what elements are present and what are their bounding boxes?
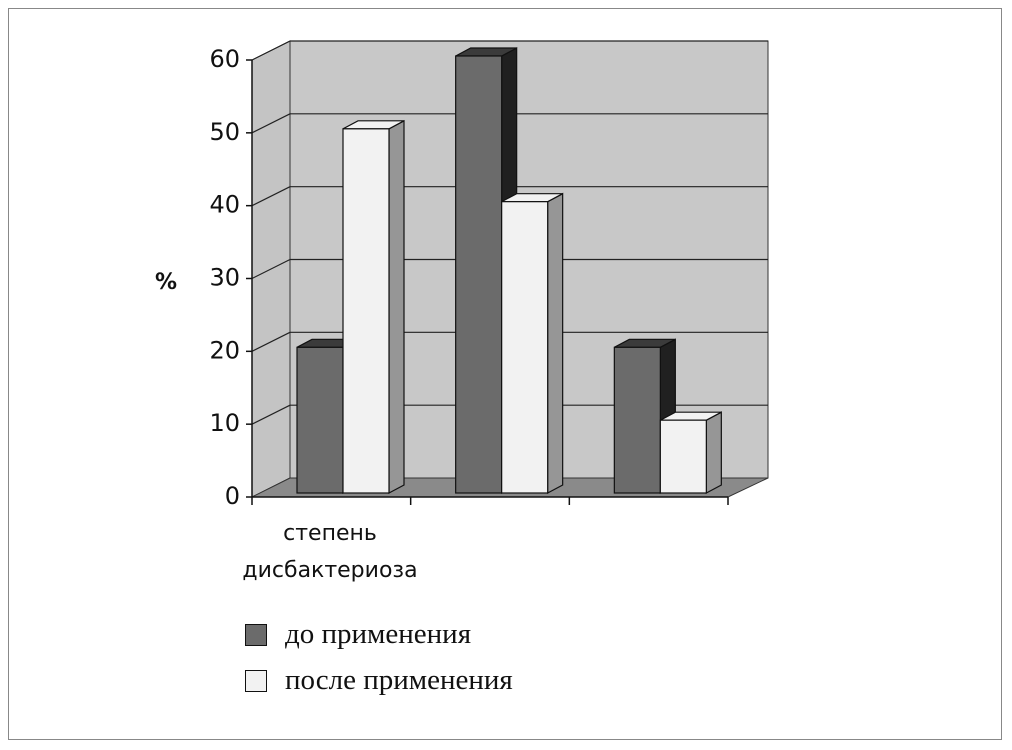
grid-line bbox=[251, 258, 291, 280]
bar bbox=[296, 346, 344, 494]
grid-line bbox=[251, 404, 291, 425]
y-axis-label: % bbox=[155, 270, 177, 295]
bar-side bbox=[388, 119, 405, 494]
grid-line bbox=[251, 331, 291, 352]
bar bbox=[659, 419, 707, 494]
bar bbox=[501, 201, 549, 494]
legend-label: после применения bbox=[285, 664, 513, 696]
y-tick-label: 20 bbox=[209, 336, 240, 364]
y-tick-label: 60 bbox=[209, 45, 240, 73]
bar bbox=[342, 128, 390, 494]
grid-line bbox=[251, 113, 291, 134]
y-tick-label: 30 bbox=[209, 264, 240, 292]
y-tick-label: 40 bbox=[209, 191, 240, 219]
bar-side bbox=[547, 192, 564, 494]
y-tick-label: 10 bbox=[209, 409, 240, 437]
grid-line bbox=[251, 186, 291, 207]
frame bbox=[8, 8, 1002, 740]
grid-line bbox=[251, 40, 291, 61]
legend-swatch bbox=[245, 670, 267, 692]
legend-item: после применения bbox=[245, 664, 525, 696]
legend-label: до применения bbox=[285, 618, 472, 650]
bar bbox=[613, 346, 661, 494]
x-tick-label: степень дисбактериоза bbox=[242, 521, 418, 583]
y-tick-label: 0 bbox=[225, 482, 240, 510]
legend-swatch bbox=[245, 624, 267, 646]
bar-side bbox=[705, 411, 722, 494]
y-tick-label: 50 bbox=[209, 118, 240, 146]
legend-item: до применения bbox=[245, 618, 525, 650]
bar bbox=[455, 55, 503, 494]
